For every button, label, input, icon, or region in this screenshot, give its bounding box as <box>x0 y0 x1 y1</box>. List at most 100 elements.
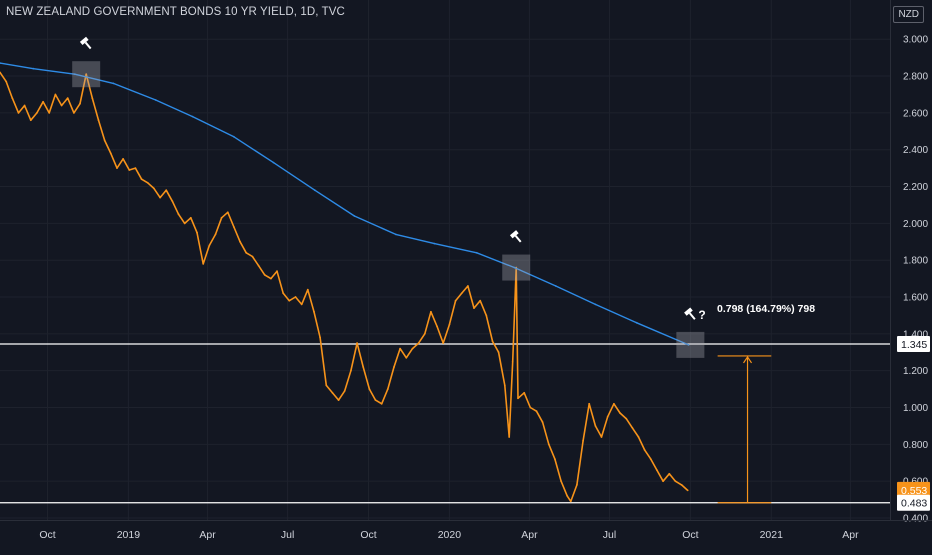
yield-data-point <box>393 366 395 368</box>
yield-data-point <box>226 211 229 214</box>
yield-data-point <box>0 71 1 74</box>
yield-data-point <box>189 216 192 219</box>
yield-data-point <box>662 480 664 483</box>
yield-data-point <box>208 244 211 247</box>
yield-data-point <box>60 104 63 107</box>
yield-data-point <box>183 222 186 225</box>
currency-badge[interactable]: NZD <box>893 6 924 23</box>
moving-average-line <box>0 62 689 346</box>
y-tick-label: 1.200 <box>903 366 928 377</box>
price-axis-label-box <box>897 481 930 498</box>
yield-data-point <box>11 97 14 99</box>
yield-data-point <box>177 213 180 216</box>
yield-data-point <box>159 196 162 199</box>
yield-data-point <box>48 112 51 114</box>
moving-average-data-point <box>0 62 1 64</box>
x-tick-label: 2019 <box>117 529 141 541</box>
yield-data-point <box>66 97 69 99</box>
yield-data-point <box>637 436 640 438</box>
moving-average-data-point <box>554 285 557 287</box>
yield-data-point <box>153 187 155 190</box>
yield-data-point <box>122 158 124 160</box>
yield-data-point <box>29 119 32 122</box>
signal-highlight-box <box>676 331 705 358</box>
chart-title: NEW ZEALAND GOVERNMENT BONDS 10 YR YIELD… <box>6 6 345 18</box>
moving-average-data-point <box>191 115 194 118</box>
yield-data-point <box>257 264 260 267</box>
yield-data-point <box>680 484 683 486</box>
hammer-icon <box>509 230 522 243</box>
yield-data-point <box>331 391 334 394</box>
yield-data-point <box>576 484 578 486</box>
yield-data-point <box>523 391 526 394</box>
moving-average-data-point <box>433 242 436 245</box>
x-tick-label: Apr <box>199 529 216 541</box>
signal-highlight-box <box>502 254 531 281</box>
yield-data-point <box>343 390 346 392</box>
yield-data-point <box>140 178 143 181</box>
yield-data-point <box>656 469 658 471</box>
yield-data-point <box>411 347 414 350</box>
yield-data-point <box>473 307 475 309</box>
yield-data-point <box>294 296 297 298</box>
moving-average-data-point <box>594 303 597 306</box>
yield-data-point <box>73 112 75 114</box>
yield-data-point <box>319 336 321 339</box>
yield-data-point <box>350 369 352 372</box>
yield-data-point <box>600 436 603 438</box>
price-axis-label: 0.553 <box>901 485 927 497</box>
yield-data-point <box>594 425 597 427</box>
yield-data-point <box>508 436 511 438</box>
yield-data-point <box>417 342 420 344</box>
yield-data-point <box>686 489 689 492</box>
yield-data-point <box>517 397 519 400</box>
moving-average-data-point <box>513 266 516 269</box>
yield-data-point <box>606 415 609 418</box>
yield-data-point <box>491 340 494 343</box>
y-tick-label: 2.400 <box>903 145 928 156</box>
yield-data-point <box>460 292 463 295</box>
yield-data-point <box>282 292 285 295</box>
price-axis-label-box <box>897 494 930 511</box>
yield-data-point <box>196 231 198 234</box>
yield-data-point <box>588 402 591 405</box>
yield-data-point <box>42 100 44 103</box>
yield-data-point <box>535 410 538 413</box>
yield-data-point <box>325 384 328 387</box>
yield-data-point <box>214 233 217 236</box>
yield-data-point <box>399 347 401 350</box>
y-tick-label: 3.000 <box>903 35 928 46</box>
yield-data-point <box>436 325 438 328</box>
signal-highlight-box <box>72 61 101 88</box>
yield-data-point <box>337 399 340 401</box>
price-axis-label-box <box>897 335 930 352</box>
yield-data-point <box>649 458 652 460</box>
yield-data-point <box>405 356 408 359</box>
yield-data-point <box>386 388 389 390</box>
yield-data-point <box>5 80 8 83</box>
yield-data-point <box>448 323 451 326</box>
yield-data-point <box>625 417 628 420</box>
moving-average-data-point <box>272 161 275 164</box>
yield-data-point <box>306 288 309 291</box>
yield-data-point <box>569 500 572 503</box>
measure-label: 0.798 (164.79%) 798 <box>717 303 815 315</box>
moving-average-data-point <box>687 344 690 346</box>
yield-data-point <box>146 181 149 184</box>
x-tick-label: Apr <box>842 529 859 541</box>
x-tick-label: 2020 <box>438 529 462 541</box>
moving-average-data-point <box>73 73 76 76</box>
yield-data-point <box>171 200 174 203</box>
yield-data-point <box>497 351 500 354</box>
y-tick-label: 2.800 <box>903 72 928 83</box>
moving-average-data-point <box>475 251 478 254</box>
moving-average-data-point <box>154 99 157 101</box>
price-axis-label: 0.483 <box>901 498 927 510</box>
y-tick-label: 2.200 <box>903 182 928 193</box>
yield-data-point <box>582 439 584 442</box>
yield-data-point <box>91 97 94 99</box>
yield-data-point <box>479 299 482 302</box>
